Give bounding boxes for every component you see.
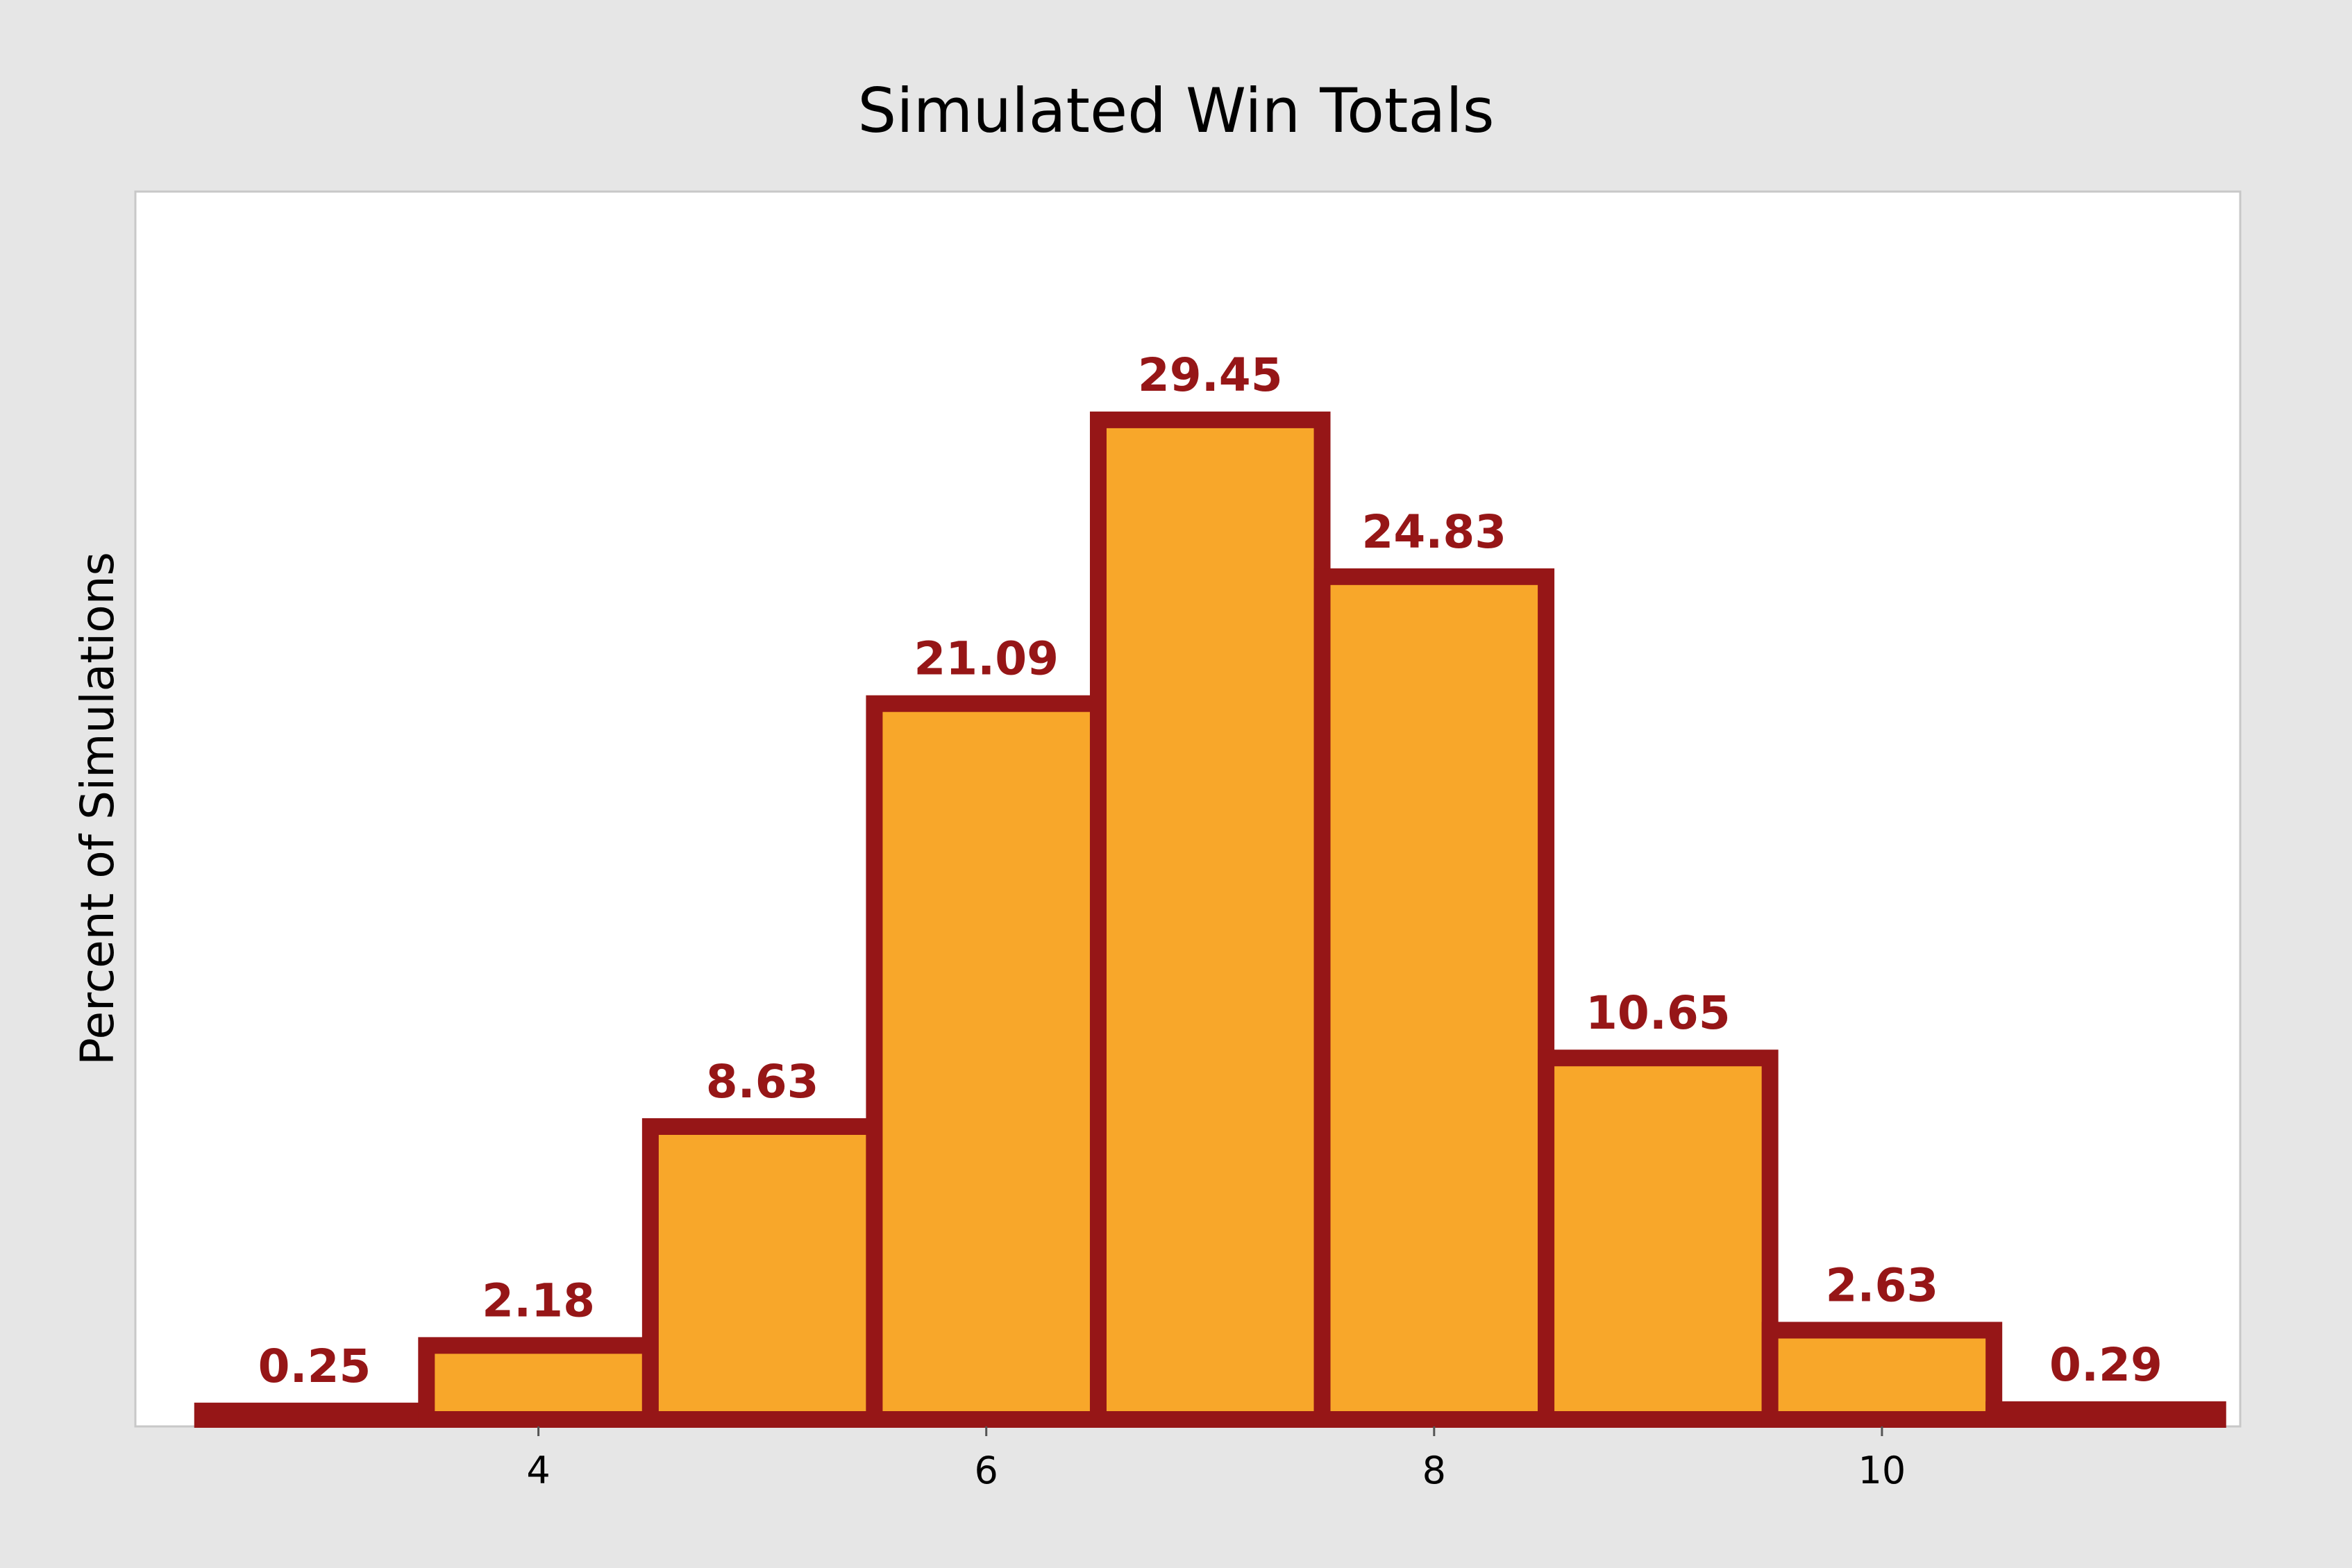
histogram-bar [1985,1401,2226,1428]
x-tick-label: 10 [1858,1449,1906,1492]
bar-value-label: 2.18 [482,1274,595,1327]
y-axis-label: Percent of Simulations [71,552,124,1065]
histogram-bar [1761,1322,2003,1428]
histogram-bar [418,1337,659,1428]
bar-value-label: 0.25 [258,1340,371,1393]
bar-value-label: 10.65 [1586,986,1731,1040]
histogram-bar [866,695,1107,1428]
bar-value-label: 2.63 [1825,1258,1938,1312]
bar-value-label: 8.63 [706,1055,819,1108]
bar-value-label: 0.29 [2049,1338,2162,1392]
histogram-bar [641,1118,883,1428]
bar-value-label: 29.45 [1138,348,1283,402]
histogram-bar [1538,1049,1779,1428]
histogram-bar [1089,411,1331,1428]
histogram-bar [1313,568,1555,1428]
data-labels-group: 0.25 2.18 8.63 21.09 29.45 24.83 10.65 2.63 0.29 [258,348,2162,1393]
x-tick-label: 8 [1422,1449,1446,1492]
x-tick-label: 6 [975,1449,998,1492]
chart-title: Simulated Win Totals [857,75,1494,146]
bars-group [194,411,2226,1428]
bar-value-label: 21.09 [914,632,1059,686]
histogram-bar [194,1402,435,1428]
bar-value-label: 24.83 [1361,505,1506,559]
x-tick-label: 4 [526,1449,550,1492]
x-axis: 4 6 8 10 [526,1426,1906,1492]
